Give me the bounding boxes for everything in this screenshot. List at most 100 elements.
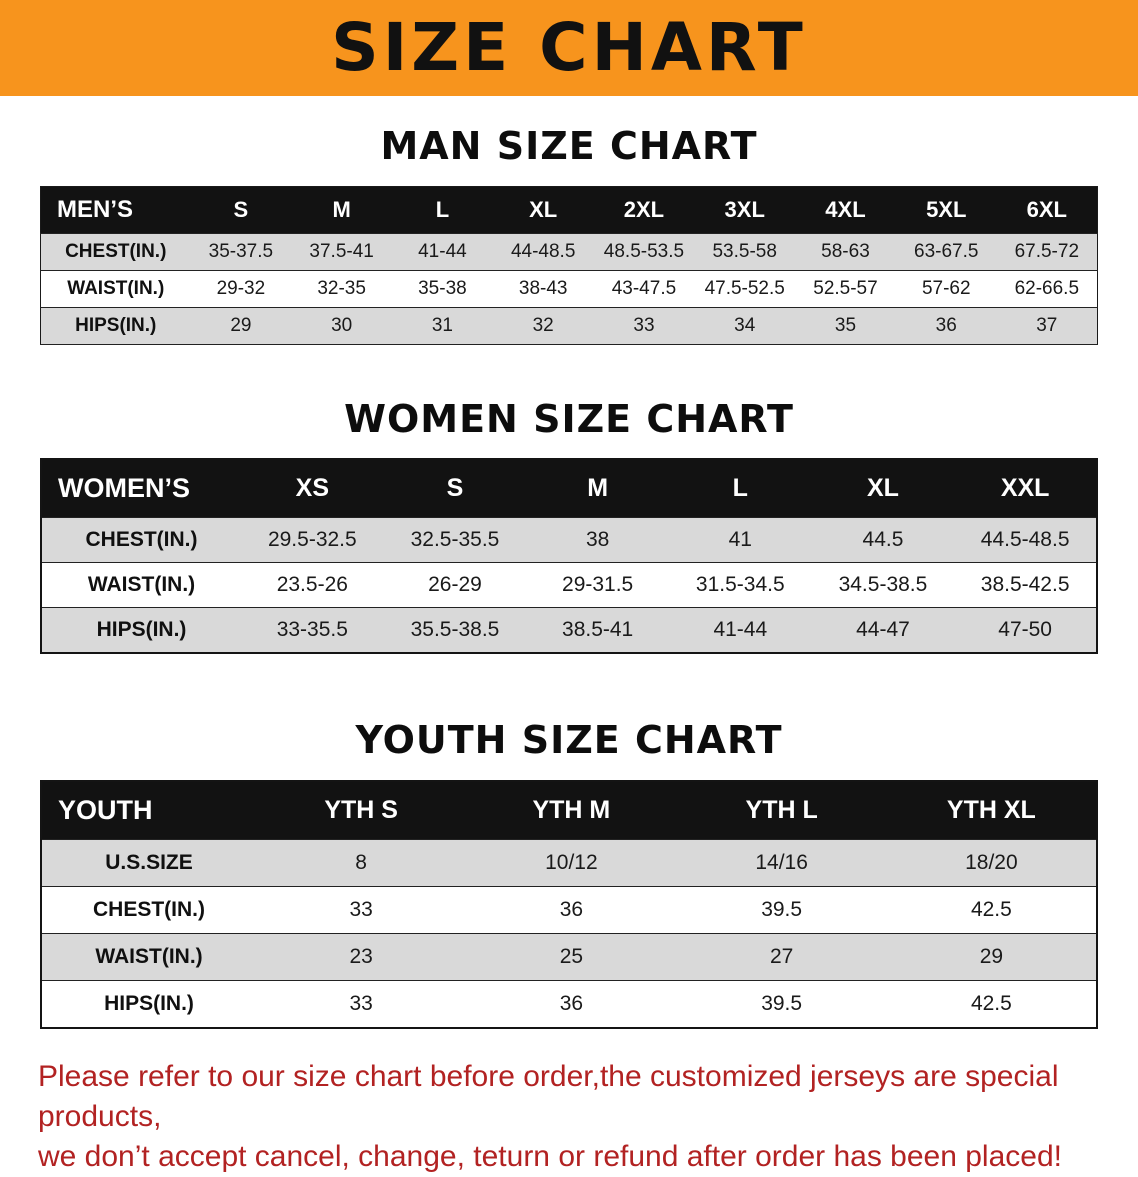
- women-size-table: WOMEN’S XS S M L XL XXL CHEST(IN.) 29.5-32.5 32.5…: [40, 458, 1098, 655]
- size-value-cell: 34.5-38.5: [838, 573, 928, 597]
- size-value-cell: 62-66.5: [1014, 277, 1080, 299]
- size-column-header: XXL: [1000, 474, 1050, 503]
- size-value-cell: 26-29: [428, 573, 482, 597]
- size-value-cell: 32.5-35.5: [410, 528, 500, 552]
- size-value-cell: 44.5-48.5: [980, 528, 1070, 552]
- size-value-cell: 29: [979, 944, 1004, 968]
- size-value-cell: 36: [559, 991, 584, 1015]
- men-size-section: MAN SIZE CHART MEN’S S M L XL 2XL 3XL 4XL 5XL 6XL…: [0, 124, 1138, 345]
- size-value-cell: 44-48.5: [510, 240, 576, 262]
- size-value-cell: 38: [585, 528, 610, 552]
- size-value-cell: 63-67.5: [914, 240, 979, 262]
- size-column-header: YTH L: [745, 795, 818, 824]
- size-value-cell: 30: [331, 314, 353, 336]
- size-value-cell: 29: [230, 314, 252, 336]
- size-column-header: YTH M: [532, 795, 611, 824]
- size-value-cell: 38.5-42.5: [980, 573, 1070, 597]
- row-label: WAIST(IN.): [67, 277, 165, 299]
- size-value-cell: 8: [355, 850, 367, 874]
- table-row: CHEST(IN.) 35-37.5 37.5-41 41-44 44-48.5 48.5…: [40, 233, 1098, 271]
- size-value-cell: 23.5-26: [276, 573, 348, 597]
- row-label: CHEST(IN.): [85, 528, 198, 552]
- table-corner-label: YOUTH: [58, 794, 153, 825]
- size-column-header: 4XL: [825, 196, 866, 222]
- size-value-cell: 36: [935, 314, 957, 336]
- size-value-cell: 67.5-72: [1014, 240, 1080, 262]
- size-value-cell: 34: [734, 314, 756, 336]
- size-value-cell: 57-62: [921, 277, 971, 299]
- row-label: WAIST(IN.): [87, 573, 196, 597]
- size-column-header: XL: [529, 196, 558, 222]
- size-value-cell: 27: [769, 944, 794, 968]
- size-column-header: S: [233, 196, 249, 222]
- size-value-cell: 53.5-58: [712, 240, 777, 262]
- table-corner-label: WOMEN’S: [58, 473, 190, 504]
- size-column-header: M: [587, 474, 609, 503]
- size-value-cell: 42.5: [970, 991, 1012, 1015]
- table-header-row: YOUTH YTH S YTH M YTH L YTH XL: [41, 780, 1097, 840]
- size-value-cell: 10/12: [545, 850, 598, 874]
- size-value-cell: 38.5-41: [562, 618, 634, 642]
- table-head: YOUTH YTH S YTH M YTH L YTH XL: [41, 780, 1097, 840]
- size-value-cell: 18/20: [965, 850, 1018, 874]
- youth-size-table: YOUTH YTH S YTH M YTH L YTH XL U.S.SIZE 8 10/12…: [40, 779, 1098, 1029]
- size-column-header: 6XL: [1026, 196, 1067, 222]
- table-row: WAIST(IN.) 29-32 32-35 35-38 38-43 43-47.5 47.…: [40, 270, 1098, 308]
- size-column-header: YTH S: [324, 795, 398, 824]
- size-value-cell: 47.5-52.5: [704, 277, 785, 299]
- size-value-cell: 35.5-38.5: [410, 618, 500, 642]
- page-title: SIZE CHART: [331, 9, 807, 86]
- table-corner-label: MEN’S: [57, 195, 134, 223]
- disclaimer-line-1: Please refer to our size chart before or…: [38, 1059, 1059, 1133]
- size-value-cell: 41: [728, 528, 752, 552]
- youth-size-section: YOUTH SIZE CHART YOUTH YTH S YTH M YTH L YTH…: [0, 718, 1138, 1029]
- size-value-cell: 47-50: [998, 618, 1052, 642]
- size-column-header: S: [446, 474, 464, 503]
- size-value-cell: 25: [559, 944, 584, 968]
- size-value-cell: 33-35.5: [276, 618, 348, 642]
- table-header-row: MEN’S S M L XL 2XL 3XL 4XL 5XL 6XL: [40, 186, 1098, 234]
- size-value-cell: 58-63: [821, 240, 870, 262]
- size-value-cell: 44.5: [862, 528, 904, 552]
- size-column-header: 3XL: [724, 196, 765, 222]
- size-value-cell: 37: [1036, 314, 1058, 336]
- row-label: U.S.SIZE: [105, 850, 193, 874]
- size-value-cell: 35-37.5: [208, 240, 274, 262]
- size-value-cell: 32: [532, 314, 554, 336]
- size-value-cell: 35-38: [418, 277, 467, 299]
- size-value-cell: 33: [349, 897, 373, 921]
- men-size-table: MEN’S S M L XL 2XL 3XL 4XL 5XL 6XL CHEST(IN.) 35-37…: [40, 185, 1098, 345]
- table-row: CHEST(IN.) 29.5-32.5 32.5-35.5 38 41 44.5 44.5…: [41, 517, 1097, 563]
- size-value-cell: 32-35: [317, 277, 366, 299]
- women-size-section: WOMEN SIZE CHART WOMEN’S XS S M L XL XXL CHEST(…: [0, 397, 1138, 655]
- size-column-header: L: [435, 196, 450, 222]
- row-label: HIPS(IN.): [104, 991, 194, 1015]
- men-section-heading: MAN SIZE CHART: [380, 124, 758, 168]
- size-value-cell: 42.5: [970, 897, 1012, 921]
- row-label: WAIST(IN.): [95, 944, 203, 968]
- size-value-cell: 36: [559, 897, 584, 921]
- table-row: HIPS(IN.) 29 30 31 32 33 34 35 36 37: [40, 307, 1098, 345]
- size-value-cell: 37.5-41: [309, 240, 374, 262]
- size-value-cell: 29-31.5: [562, 573, 634, 597]
- youth-section-heading: YOUTH SIZE CHART: [355, 718, 783, 763]
- table-row: WAIST(IN.) 23 25 27 29: [41, 933, 1097, 981]
- row-label: HIPS(IN.): [75, 314, 157, 336]
- size-value-cell: 29-32: [216, 277, 266, 299]
- women-section-heading: WOMEN SIZE CHART: [344, 396, 794, 441]
- table-head: WOMEN’S XS S M L XL XXL: [41, 459, 1097, 518]
- disclaimer-line-2: we don’t accept cancel, change, teturn o…: [38, 1139, 1062, 1173]
- size-value-cell: 44-47: [856, 618, 910, 642]
- table-row: HIPS(IN.) 33-35.5 35.5-38.5 38.5-41 41-44 44-…: [41, 607, 1097, 654]
- row-label: CHEST(IN.): [65, 240, 167, 262]
- size-value-cell: 31.5-34.5: [695, 573, 785, 597]
- table-header-row: WOMEN’S XS S M L XL XXL: [41, 459, 1097, 518]
- size-value-cell: 41-44: [418, 240, 467, 262]
- table-body: U.S.SIZE 8 10/12 14/16 18/20 CHEST(IN.) 33 36 39…: [41, 839, 1097, 1028]
- size-chart-content: MAN SIZE CHART MEN’S S M L XL 2XL 3XL 4XL 5XL 6XL…: [0, 124, 1138, 1177]
- size-column-header: XS: [295, 474, 329, 503]
- size-value-cell: 33: [349, 991, 373, 1015]
- size-value-cell: 35: [834, 314, 857, 336]
- table-body: CHEST(IN.) 35-37.5 37.5-41 41-44 44-48.5 48.5…: [40, 233, 1098, 345]
